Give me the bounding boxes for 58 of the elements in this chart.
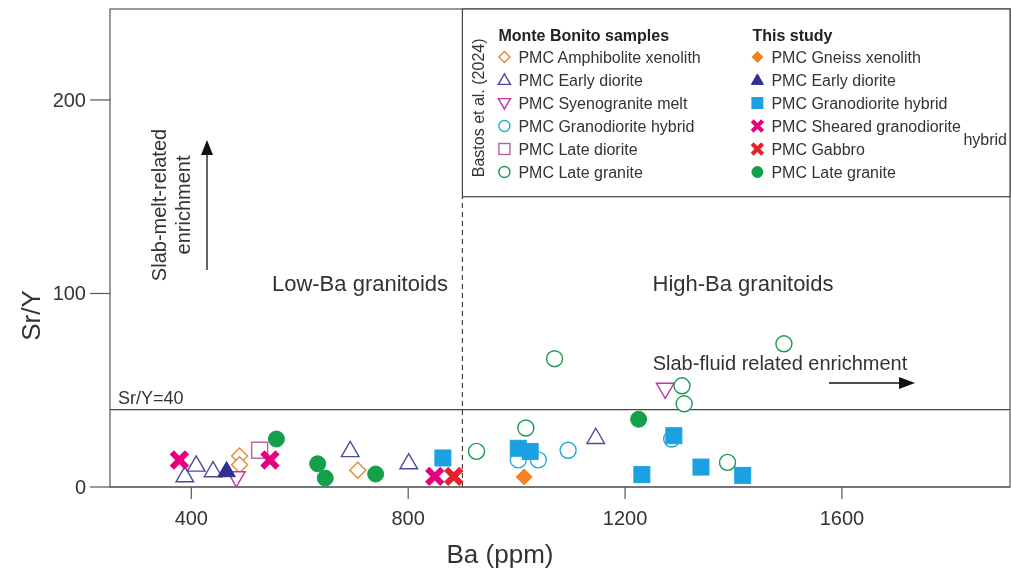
point <box>630 410 648 428</box>
point <box>309 455 327 473</box>
point <box>559 441 577 459</box>
y-tick-label: 0 <box>74 476 86 498</box>
point <box>399 452 419 470</box>
point <box>467 442 486 461</box>
legend-label: PMC Syenogranite melt <box>518 95 688 112</box>
legend-label: PMC Gneiss xenolith <box>771 49 921 66</box>
x-tick-label: 800 <box>391 507 425 529</box>
point <box>259 449 281 471</box>
legend-label: PMC Amphibolite xenolith <box>518 49 701 66</box>
annotation: Low-Ba granitoids <box>271 271 449 296</box>
annotation: Slab-melt-related enrichment <box>148 128 194 282</box>
x-tick-label: 1600 <box>819 507 865 529</box>
legend-label: PMC Granodiorite hybrid <box>771 95 948 112</box>
legend-label: PMC Early diorite <box>518 72 643 89</box>
annotation: Bastos et al. (2024) <box>470 38 488 178</box>
annotation: High-Ba granitoids <box>652 271 834 296</box>
legend-label: PMC Granodiorite hybrid <box>518 118 695 135</box>
point <box>675 395 693 413</box>
annotation: This study <box>752 27 833 44</box>
legend-label: PMC Late granite <box>771 164 897 181</box>
y-tick-label: 100 <box>52 282 86 305</box>
point <box>217 461 236 478</box>
x-tick-label: 1200 <box>602 507 648 529</box>
point <box>434 449 452 467</box>
point <box>521 442 539 460</box>
ref-line-label: Sr/Y=40 <box>118 387 184 408</box>
point <box>692 458 710 476</box>
point <box>175 465 195 483</box>
point <box>168 449 190 471</box>
point <box>655 382 675 400</box>
point <box>316 469 334 487</box>
point <box>443 465 465 487</box>
point <box>267 430 285 448</box>
point <box>633 466 651 484</box>
legend-label: PMC Late diorite <box>518 141 638 158</box>
x-tick-label: 400 <box>174 507 209 529</box>
point <box>186 455 206 472</box>
x-axis-title: Ba (ppm) <box>446 539 554 569</box>
point <box>349 461 367 480</box>
point <box>517 419 535 437</box>
y-axis-title: Sr/Y <box>16 290 46 341</box>
point <box>515 468 533 486</box>
point <box>545 350 564 368</box>
point <box>424 465 446 487</box>
y-tick-label: 200 <box>52 88 86 111</box>
point <box>734 466 752 484</box>
annotation: Monte Bonito samples <box>498 27 670 44</box>
annotation: Slab-fluid related enrichment <box>652 352 908 374</box>
point <box>718 453 737 472</box>
point <box>673 377 691 395</box>
point <box>340 440 360 458</box>
point <box>586 427 606 445</box>
point <box>367 465 385 483</box>
legend-label: PMC Late granite <box>518 164 644 181</box>
legend-label: PMC Early diorite <box>771 72 896 89</box>
point <box>775 335 793 353</box>
